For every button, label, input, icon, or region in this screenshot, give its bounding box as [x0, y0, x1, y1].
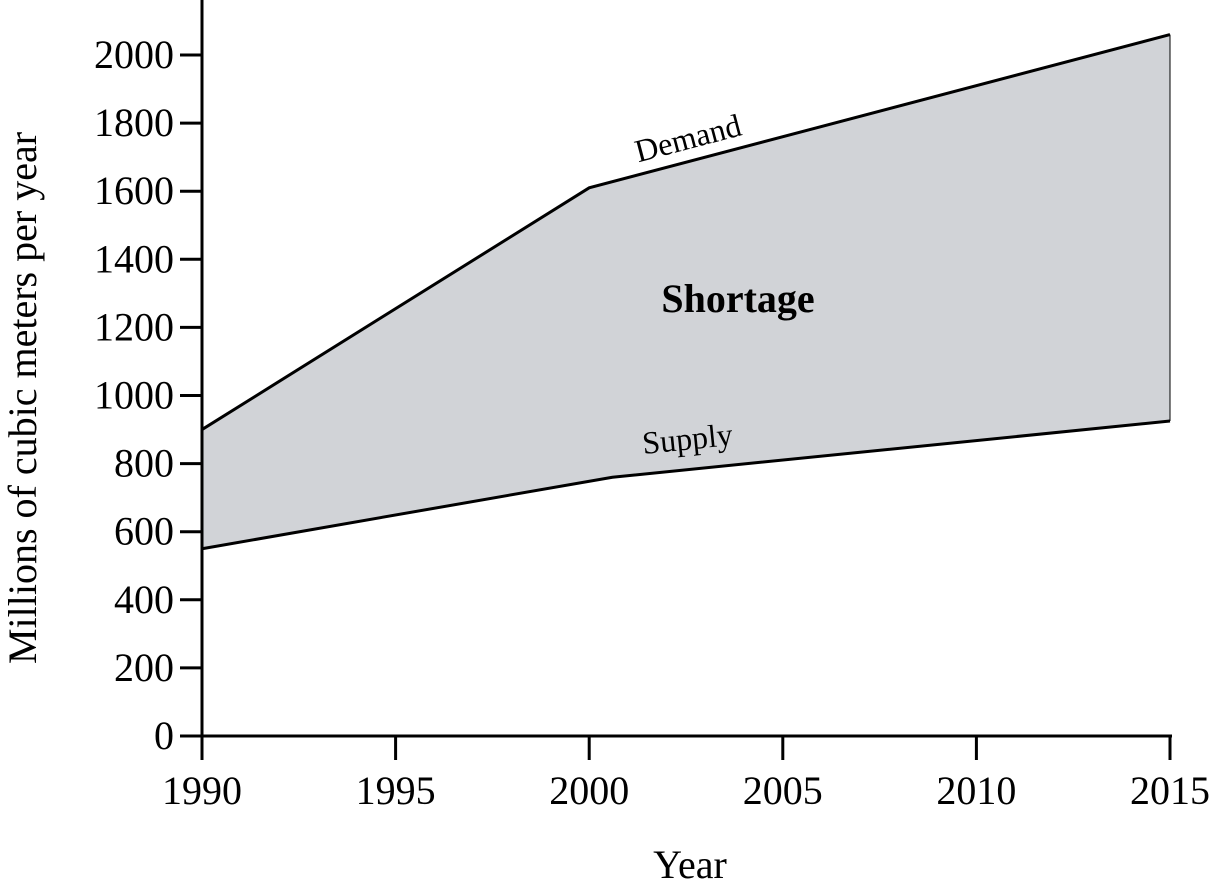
- x-tick-label: 2010: [936, 768, 1016, 813]
- series-line-demand: [201, 33, 1171, 431]
- region-label-shortage: Shortage: [661, 276, 814, 321]
- x-tick-label: 2015: [1130, 768, 1210, 813]
- labels-layer: Year Millions of cubic meters per year S…: [0, 132, 815, 887]
- y-axis-title: Millions of cubic meters per year: [0, 132, 45, 664]
- y-tick-label: 1800: [94, 100, 174, 145]
- y-tick-label: 1600: [94, 168, 174, 213]
- y-tick-label: 1400: [94, 236, 174, 281]
- ticks-layer: 1990 1995 2000 2005 2010 2015 0 200 400 600 800 100…: [94, 32, 1210, 813]
- y-tick-label: 2000: [94, 32, 174, 77]
- x-tick-label: 2000: [549, 768, 629, 813]
- series-line-supply: [201, 419, 1171, 551]
- x-tick-label: 2005: [743, 768, 823, 813]
- y-tick-label: 200: [114, 645, 174, 690]
- y-tick-label: 1000: [94, 373, 174, 418]
- y-tick-label: 0: [154, 713, 174, 758]
- x-axis-title: Year: [653, 842, 727, 887]
- region-layer: [202, 34, 1170, 549]
- x-tick-label: 1995: [356, 768, 436, 813]
- y-tick-label: 400: [114, 577, 174, 622]
- y-tick-label: 600: [114, 509, 174, 554]
- y-tick-label: 800: [114, 441, 174, 486]
- shortage-area: [202, 34, 1170, 549]
- y-tick-label: 1200: [94, 304, 174, 349]
- x-tick-label: 1990: [162, 768, 242, 813]
